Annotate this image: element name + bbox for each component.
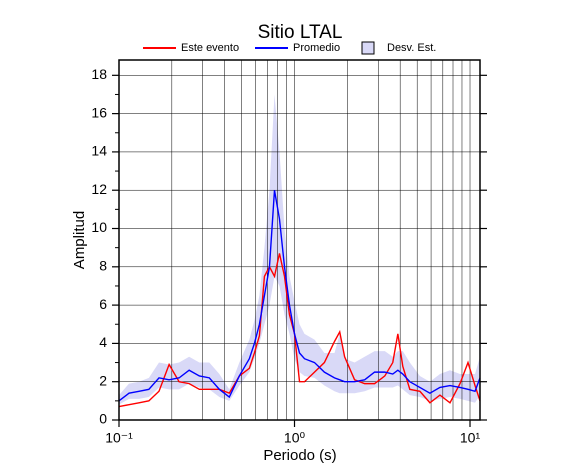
y-tick-label: 14 xyxy=(91,143,107,159)
y-tick-label: 12 xyxy=(91,181,107,197)
y-tick-label: 4 xyxy=(99,334,107,350)
series-line xyxy=(118,253,481,408)
legend-swatch xyxy=(361,41,375,55)
legend-label: Desv. Est. xyxy=(387,42,436,54)
series-line xyxy=(118,190,481,402)
y-tick-label: 8 xyxy=(99,258,107,274)
y-tick-label: 6 xyxy=(99,296,107,312)
y-axis-label: Amplitud xyxy=(71,211,88,269)
x-tick-label: 10⁰ xyxy=(284,430,306,446)
y-tick-label: 16 xyxy=(91,104,107,120)
x-axis-label: Periodo (s) xyxy=(263,447,336,464)
x-tick-label: 10¹ xyxy=(460,430,481,446)
y-tick-label: 2 xyxy=(99,372,107,388)
legend-label: Este evento xyxy=(181,42,239,54)
chart-title: Sitio LTAL xyxy=(258,22,343,43)
plot-frame xyxy=(118,59,481,421)
y-tick-label: 18 xyxy=(91,66,107,82)
std-band xyxy=(119,94,480,405)
y-tick-label: 10 xyxy=(91,219,107,235)
x-tick-label: 10⁻¹ xyxy=(105,430,133,446)
legend-label: Promedio xyxy=(293,42,340,54)
y-tick-label: 0 xyxy=(99,411,107,427)
